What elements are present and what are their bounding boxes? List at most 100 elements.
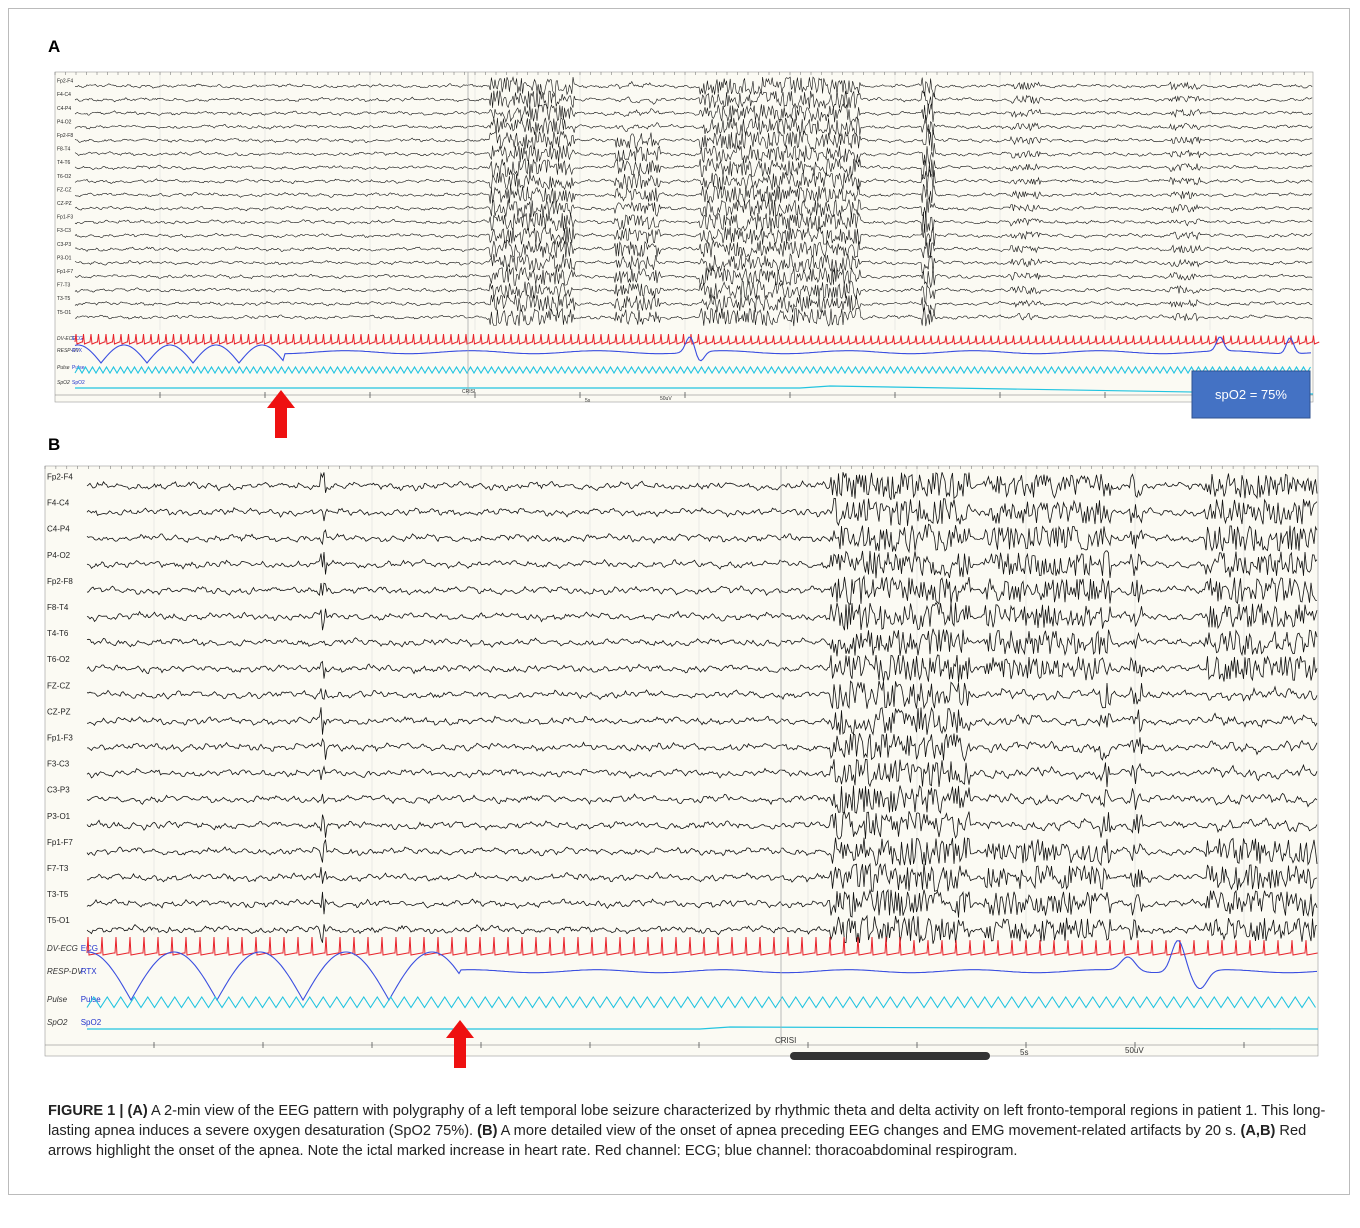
eeg-trace [86, 574, 1318, 605]
eeg-trace [74, 115, 1313, 137]
channel-label: P3-O1 [57, 255, 72, 261]
eeg-trace [74, 253, 1313, 274]
resp-trace [87, 940, 1318, 1002]
eeg-trace [74, 196, 1313, 218]
channel-label: Fp2-F8 [57, 133, 73, 139]
eeg-trace [86, 497, 1318, 527]
eeg-trace [74, 184, 1313, 204]
poly-label: RESP-DV [57, 348, 80, 354]
channel-label: F7-T3 [57, 283, 71, 289]
caption-segment: Red arrows highlight the onset of the ap… [48, 1123, 1307, 1159]
channel-label: F7-T3 [47, 864, 69, 873]
poly-label: SpO2 [57, 380, 70, 386]
eeg-trace [86, 602, 1318, 631]
channel-label: T4-T6 [57, 160, 71, 166]
panel-b-background [44, 465, 1319, 1057]
time-scale: 5s [585, 398, 591, 404]
figure: A B Fp2-F4 F4-C4 C4-P4 P4-O2 Fp2-F8 F8-T4 T4-T6 T… [44, 37, 1320, 1068]
channel-label: F8-T4 [47, 603, 69, 612]
eeg-trace [86, 888, 1318, 918]
time-scale: 5s [1020, 1048, 1028, 1057]
eeg-trace [74, 103, 1313, 124]
scroll-bar [790, 1052, 990, 1060]
caption: FIGURE 1 | (A) A 2-min view of the EEG p… [48, 1101, 1333, 1161]
channel-label: F3-C3 [57, 228, 71, 234]
channel-label: P4-O2 [57, 119, 72, 125]
channel-label: F4-C4 [57, 92, 71, 98]
eeg-trace [86, 706, 1318, 736]
channel-label: F8-T4 [57, 147, 71, 153]
caption-segment: FIGURE 1 | [48, 1103, 128, 1119]
pulse-trace [74, 365, 1311, 375]
channel-label: T4-T6 [47, 629, 69, 638]
poly-unit: RTX [81, 967, 98, 976]
channel-label: Fp1-F7 [57, 269, 73, 275]
resp-trace [74, 336, 1312, 364]
channel-label: T6-O2 [57, 174, 71, 180]
spo2-box [1191, 370, 1311, 419]
channel-label: T6-O2 [47, 655, 70, 664]
eeg-trace [74, 294, 1313, 316]
channel-label: Fp1-F3 [47, 733, 73, 742]
channel-label: Fp1-F3 [57, 215, 73, 221]
channel-label: CZ-PZ [47, 707, 71, 716]
amplitude-scale: 50uV [660, 396, 672, 402]
ecg-trace [74, 333, 1320, 345]
channel-label: C4-P4 [47, 525, 70, 534]
channel-label: FZ-CZ [57, 187, 71, 193]
eeg-trace [86, 472, 1318, 501]
eeg-trace [74, 224, 1313, 247]
eeg-trace [74, 238, 1313, 259]
eeg-trace [75, 76, 1313, 98]
poly-label: RESP-DV [47, 967, 83, 976]
caption-segment: (B) [477, 1123, 498, 1139]
eeg-trace [74, 142, 1313, 166]
eeg-trace [86, 914, 1318, 944]
poly-unit: RTX [72, 348, 83, 354]
event-marker: CRISI [462, 389, 475, 395]
eeg-trace [86, 758, 1318, 788]
channel-label: C3-P3 [57, 242, 71, 248]
channel-label: CZ-PZ [57, 201, 72, 207]
channel-label: T3-T5 [57, 296, 71, 302]
panel-label: B [48, 435, 60, 454]
caption-segment: (A) [127, 1103, 148, 1119]
eeg-trace [74, 266, 1313, 288]
spo2-box-text: spO2 = 75% [1215, 387, 1287, 402]
eeg-trace [86, 680, 1318, 710]
eeg-trace [75, 307, 1313, 327]
poly-label: DV-ECG [57, 336, 76, 342]
channel-label: Fp2-F8 [47, 577, 73, 586]
channel-label: FZ-CZ [47, 681, 70, 690]
pulse-trace [86, 995, 1316, 1009]
channel-label: T5-O1 [47, 916, 70, 925]
channel-label: P3-O1 [47, 812, 71, 821]
channel-label: Fp2-F4 [57, 79, 73, 85]
poly-unit: SpO2 [81, 1018, 102, 1027]
ecg-trace [86, 936, 1318, 956]
channel-label: Fp1-F7 [47, 838, 73, 847]
eeg-trace [74, 128, 1313, 152]
spo2-trace [75, 385, 1314, 395]
red-arrow [446, 1020, 474, 1068]
eeg-trace [86, 654, 1318, 683]
channel-label: C3-P3 [47, 786, 70, 795]
eeg-trace [74, 169, 1313, 192]
caption-segment: (A,B) [1240, 1123, 1276, 1139]
eeg-trace [86, 837, 1318, 867]
event-marker: CRISI [775, 1036, 796, 1045]
eeg-trace [74, 157, 1313, 180]
eeg-trace [87, 733, 1318, 762]
eeg-trace [74, 210, 1313, 234]
poly-unit: SpO2 [72, 380, 85, 386]
eeg-trace [74, 280, 1313, 303]
poly-label: Pulse [57, 365, 70, 371]
channel-label: F3-C3 [47, 760, 70, 769]
poly-label: Pulse [47, 995, 68, 1004]
spo2-trace [87, 1026, 1319, 1030]
channel-label: C4-P4 [57, 106, 71, 112]
eeg-trace [86, 784, 1318, 815]
eeg-trace [86, 862, 1318, 892]
poly-label: DV-ECG [47, 944, 78, 953]
